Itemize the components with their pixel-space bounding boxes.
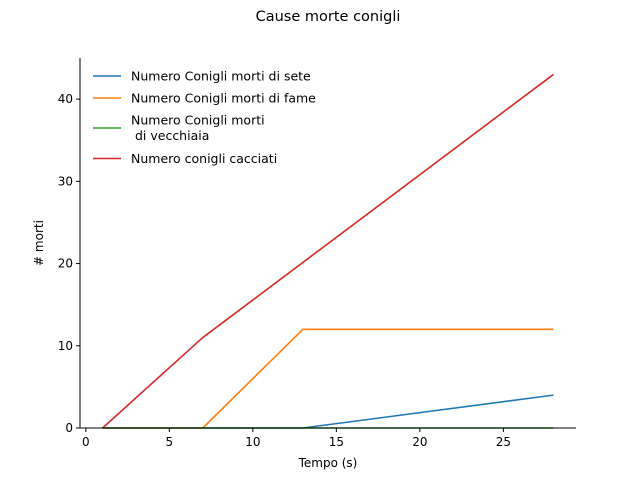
y-tick-label: 10 xyxy=(58,339,73,353)
x-tick-label: 5 xyxy=(166,435,174,449)
x-axis-label: Tempo (s) xyxy=(298,456,358,470)
legend-label: Numero Conigli morti di sete xyxy=(131,69,311,84)
chart-title: Cause morte conigli xyxy=(256,9,401,25)
y-tick-label: 20 xyxy=(58,257,73,271)
y-ticks: 0 10 20 30 40 xyxy=(58,92,80,435)
legend-item-1: Numero Conigli morti di sete xyxy=(93,69,311,84)
legend-label: Numero Conigli morti di fame xyxy=(131,91,316,106)
legend-label: Numero Conigli morti di vecchiaia xyxy=(131,113,265,144)
x-ticks: 0 5 10 15 20 25 xyxy=(82,428,511,449)
y-tick-label: 40 xyxy=(58,92,73,106)
x-tick-label: 20 xyxy=(412,435,427,449)
x-tick-label: 10 xyxy=(245,435,260,449)
axes xyxy=(79,58,576,429)
legend-item-4: Numero conigli cacciati xyxy=(93,151,277,166)
series-line-4 xyxy=(102,73,554,429)
x-tick-label: 25 xyxy=(496,435,511,449)
legend-item-2: Numero Conigli morti di fame xyxy=(93,91,316,106)
y-tick-label: 0 xyxy=(65,421,73,435)
y-axis-label: # morti xyxy=(32,220,46,266)
legend: Numero Conigli morti di sete Numero Conig… xyxy=(93,69,316,166)
y-tick-label: 30 xyxy=(58,174,73,188)
series-line-1 xyxy=(102,394,554,429)
legend-item-3: Numero Conigli morti di vecchiaia xyxy=(93,113,265,144)
legend-label: Numero conigli cacciati xyxy=(131,151,277,166)
series-line-2 xyxy=(102,328,554,429)
x-tick-label: 15 xyxy=(329,435,344,449)
x-tick-label: 0 xyxy=(82,435,90,449)
